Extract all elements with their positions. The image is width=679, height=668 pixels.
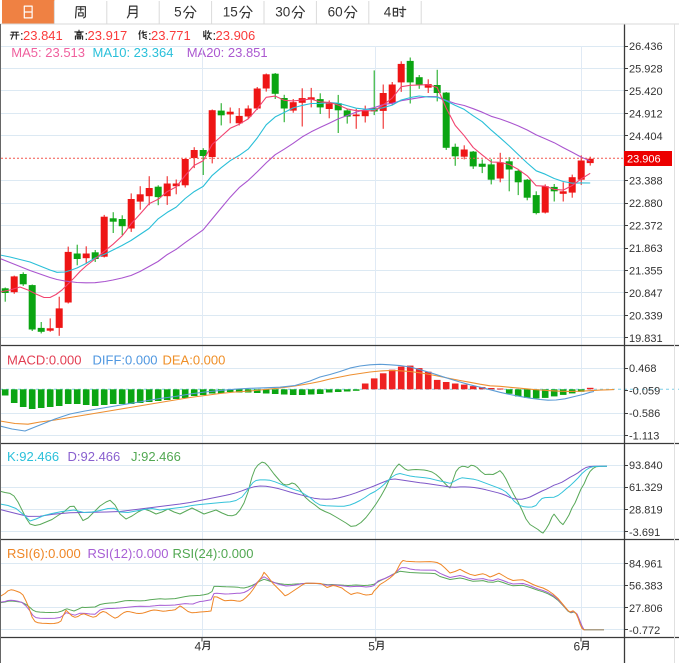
svg-text::: : bbox=[85, 28, 89, 43]
svg-text:4: 4 bbox=[384, 5, 392, 20]
svg-text:5: 5 bbox=[368, 640, 375, 654]
svg-text::: : bbox=[148, 28, 152, 43]
svg-text:61.329: 61.329 bbox=[629, 482, 663, 494]
svg-text:RSI(12):0.000: RSI(12):0.000 bbox=[88, 546, 169, 561]
svg-text:-1.113: -1.113 bbox=[629, 431, 659, 443]
svg-text:MA20: 23.851: MA20: 23.851 bbox=[187, 45, 268, 60]
svg-text:30: 30 bbox=[275, 5, 290, 20]
svg-text:21.863: 21.863 bbox=[629, 243, 663, 255]
svg-text:MA10: 23.364: MA10: 23.364 bbox=[93, 45, 174, 60]
svg-text:22.372: 22.372 bbox=[629, 221, 663, 233]
svg-text:5: 5 bbox=[174, 5, 182, 20]
svg-text:26.436: 26.436 bbox=[629, 41, 663, 53]
svg-text:20.847: 20.847 bbox=[629, 288, 663, 300]
svg-text:4: 4 bbox=[195, 640, 202, 654]
svg-text:23.906: 23.906 bbox=[216, 28, 256, 43]
svg-text:MA5: 23.513: MA5: 23.513 bbox=[11, 45, 85, 60]
svg-text:23.841: 23.841 bbox=[23, 28, 63, 43]
svg-text:27.806: 27.806 bbox=[629, 603, 663, 615]
svg-text:21.355: 21.355 bbox=[629, 266, 663, 278]
svg-text:-0.059: -0.059 bbox=[629, 386, 660, 398]
svg-text::: : bbox=[213, 28, 217, 43]
svg-text:15: 15 bbox=[223, 5, 238, 20]
svg-text:K:92.466: K:92.466 bbox=[7, 449, 59, 464]
svg-text:-3.691: -3.691 bbox=[629, 527, 660, 539]
svg-text:DIFF:0.000: DIFF:0.000 bbox=[93, 353, 158, 368]
svg-text:60: 60 bbox=[328, 5, 343, 20]
svg-text:-0.586: -0.586 bbox=[629, 408, 660, 420]
svg-text:0.468: 0.468 bbox=[629, 363, 657, 375]
svg-text:DEA:0.000: DEA:0.000 bbox=[163, 353, 226, 368]
svg-text:93.840: 93.840 bbox=[629, 460, 663, 472]
svg-text::: : bbox=[20, 28, 24, 43]
svg-text:23.388: 23.388 bbox=[629, 176, 663, 188]
svg-text:24.912: 24.912 bbox=[629, 108, 663, 120]
svg-text:MACD:0.000: MACD:0.000 bbox=[7, 353, 81, 368]
svg-text:25.928: 25.928 bbox=[629, 64, 663, 76]
svg-text:22.880: 22.880 bbox=[629, 198, 663, 210]
svg-text:19.831: 19.831 bbox=[629, 333, 663, 345]
svg-text:J:92.466: J:92.466 bbox=[131, 449, 181, 464]
svg-text:20.339: 20.339 bbox=[629, 310, 663, 322]
svg-text:56.383: 56.383 bbox=[629, 581, 663, 593]
svg-text:24.404: 24.404 bbox=[629, 131, 663, 143]
svg-text:23.917: 23.917 bbox=[88, 28, 128, 43]
svg-text:RSI(24):0.000: RSI(24):0.000 bbox=[173, 546, 254, 561]
svg-text:23.771: 23.771 bbox=[151, 28, 191, 43]
svg-text:23.906: 23.906 bbox=[627, 154, 661, 166]
svg-text:-0.772: -0.772 bbox=[629, 625, 660, 637]
svg-text:6: 6 bbox=[574, 640, 581, 654]
svg-text:25.420: 25.420 bbox=[629, 86, 663, 98]
svg-text:RSI(6):0.000: RSI(6):0.000 bbox=[7, 546, 81, 561]
svg-text:D:92.466: D:92.466 bbox=[68, 449, 121, 464]
svg-text:84.961: 84.961 bbox=[629, 559, 663, 571]
svg-text:28.819: 28.819 bbox=[629, 504, 663, 516]
